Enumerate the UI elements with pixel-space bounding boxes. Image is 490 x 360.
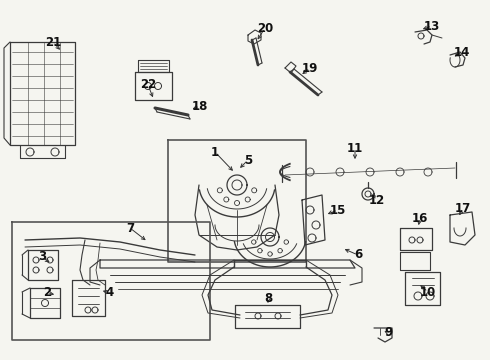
Text: 3: 3 xyxy=(38,251,46,264)
Text: 20: 20 xyxy=(257,22,273,35)
Text: 15: 15 xyxy=(330,203,346,216)
Text: 5: 5 xyxy=(244,153,252,166)
Text: 4: 4 xyxy=(106,287,114,300)
Text: 11: 11 xyxy=(347,141,363,154)
Text: 7: 7 xyxy=(126,221,134,234)
Text: 19: 19 xyxy=(302,62,318,75)
Text: 13: 13 xyxy=(424,19,440,32)
Text: 21: 21 xyxy=(45,36,61,49)
Text: 2: 2 xyxy=(43,287,51,300)
Text: 18: 18 xyxy=(192,99,208,112)
Text: 12: 12 xyxy=(369,194,385,207)
Text: 10: 10 xyxy=(420,285,436,298)
Text: 1: 1 xyxy=(211,145,219,158)
Text: 22: 22 xyxy=(140,78,156,91)
Text: 16: 16 xyxy=(412,211,428,225)
Text: 8: 8 xyxy=(264,292,272,305)
Text: 9: 9 xyxy=(384,327,392,339)
Text: 17: 17 xyxy=(455,202,471,215)
Text: 6: 6 xyxy=(354,248,362,261)
Text: 14: 14 xyxy=(454,45,470,58)
